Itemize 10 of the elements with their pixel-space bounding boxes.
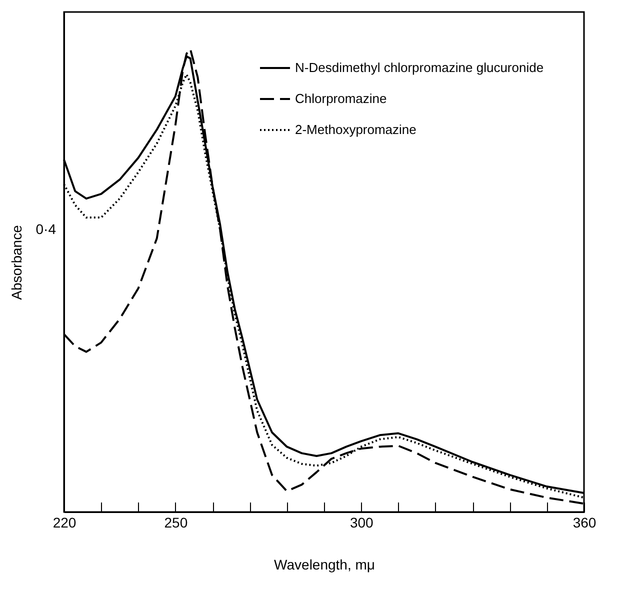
legend-label: Chlorpromazine [295, 91, 387, 106]
x-tick-label: 220 [52, 514, 76, 530]
x-tick-label: 300 [350, 514, 374, 530]
text: 0·4 [36, 221, 56, 237]
x-axis-title: Wavelength, mμ [274, 556, 375, 572]
y-axis-title: Absorbance [8, 224, 24, 300]
legend-label: 2-Methoxypromazine [295, 122, 416, 137]
legend-label: N-Desdimethyl chlorpromazine glucuronide [295, 60, 544, 75]
x-tick-label: 250 [164, 514, 188, 530]
x-tick-label: 360 [572, 514, 596, 530]
